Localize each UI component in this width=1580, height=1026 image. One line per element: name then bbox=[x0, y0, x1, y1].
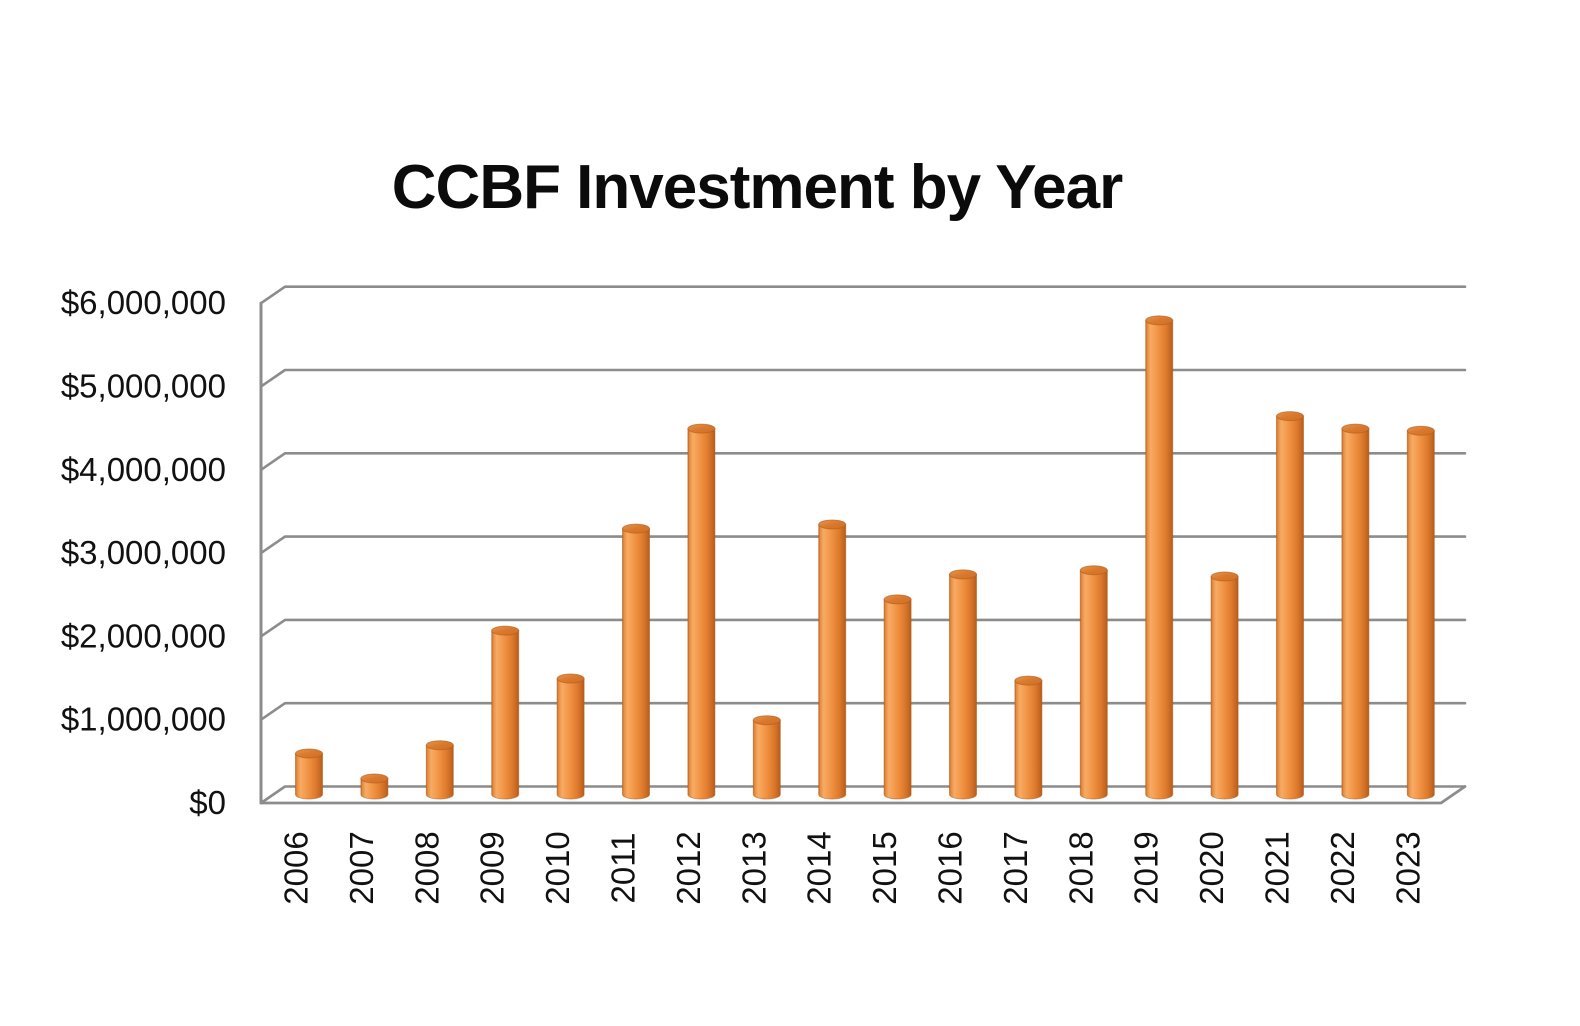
bar-top-face bbox=[425, 740, 454, 751]
bar-top-face bbox=[1079, 565, 1108, 576]
x-tick-label-2014: 2014 bbox=[801, 831, 838, 904]
bar-body bbox=[687, 428, 716, 800]
floor-front-edge bbox=[259, 785, 1467, 805]
bar-2021 bbox=[1276, 411, 1304, 800]
bar-2013 bbox=[752, 715, 781, 800]
bar-top-face bbox=[491, 625, 520, 636]
gridline-2 bbox=[259, 618, 1467, 638]
bar-body bbox=[818, 523, 847, 800]
bar-top-face bbox=[1406, 425, 1435, 436]
x-tick-label-2007: 2007 bbox=[343, 831, 380, 904]
x-tick-label-2006: 2006 bbox=[278, 831, 315, 904]
x-axis-labels: 2006 2007 2008 2009 2010 2011 2012 2013 2014 2015… bbox=[278, 831, 1427, 904]
axis-frame bbox=[259, 301, 1467, 805]
bar-top-face bbox=[1145, 315, 1174, 326]
bars bbox=[295, 315, 1435, 800]
bar-top-face bbox=[360, 773, 389, 784]
bar-top-face bbox=[949, 569, 977, 580]
y-tick-label-6: $6,000,000 bbox=[61, 284, 226, 321]
x-tick-label-2009: 2009 bbox=[474, 831, 511, 904]
gridline-5 bbox=[259, 368, 1467, 388]
bar-2007 bbox=[360, 773, 389, 800]
bar-body bbox=[1210, 576, 1239, 800]
bar-2022 bbox=[1341, 423, 1370, 800]
bar-body bbox=[1406, 430, 1435, 800]
gridline-3 bbox=[259, 535, 1467, 555]
bar-2018 bbox=[1079, 565, 1108, 800]
x-tick-label-2013: 2013 bbox=[735, 831, 772, 904]
x-tick-label-2008: 2008 bbox=[408, 831, 445, 904]
bar-body bbox=[425, 744, 454, 800]
bar-2014 bbox=[818, 519, 847, 800]
bar-2006 bbox=[295, 748, 323, 800]
bar-2011 bbox=[622, 523, 650, 800]
bar-body bbox=[491, 630, 520, 800]
bar-body bbox=[360, 778, 389, 800]
y-tick-label-2: $2,000,000 bbox=[61, 617, 226, 654]
bar-2019 bbox=[1145, 315, 1174, 800]
gridlines bbox=[259, 285, 1467, 805]
bar-2009 bbox=[491, 625, 520, 800]
bar-top-face bbox=[1341, 423, 1370, 434]
bar-body bbox=[1341, 428, 1370, 800]
bar-top-face bbox=[687, 423, 716, 434]
gridline-1 bbox=[259, 701, 1467, 721]
x-tick-label-2017: 2017 bbox=[997, 831, 1034, 904]
y-tick-label-5: $5,000,000 bbox=[61, 368, 226, 405]
bar-top-face bbox=[1276, 411, 1304, 422]
bar-body bbox=[883, 598, 912, 800]
bar-top-face bbox=[1014, 675, 1043, 686]
bar-top-face bbox=[556, 673, 585, 684]
bar-body bbox=[1145, 319, 1174, 800]
x-tick-label-2020: 2020 bbox=[1193, 831, 1230, 904]
bar-body bbox=[1079, 569, 1108, 800]
y-tick-label-3: $3,000,000 bbox=[61, 534, 226, 571]
y-tick-label-0: $0 bbox=[189, 784, 226, 821]
bar-2015 bbox=[883, 594, 912, 800]
bar-body bbox=[556, 678, 585, 800]
x-tick-label-2018: 2018 bbox=[1062, 831, 1099, 904]
bar-2017 bbox=[1014, 675, 1043, 800]
x-tick-label-2022: 2022 bbox=[1324, 831, 1361, 904]
x-tick-label-2015: 2015 bbox=[866, 831, 903, 904]
chart-title: CCBF Investment by Year bbox=[392, 153, 1123, 222]
bar-2023 bbox=[1406, 425, 1435, 800]
bar-top-face bbox=[1210, 571, 1239, 582]
x-tick-label-2011: 2011 bbox=[605, 833, 642, 904]
bar-2008 bbox=[425, 740, 454, 800]
bar-body bbox=[622, 528, 650, 800]
bar-top-face bbox=[295, 748, 323, 759]
bar-2016 bbox=[949, 569, 977, 800]
x-tick-label-2010: 2010 bbox=[539, 831, 576, 904]
y-tick-label-4: $4,000,000 bbox=[61, 451, 226, 488]
x-tick-label-2016: 2016 bbox=[932, 831, 969, 904]
x-tick-label-2012: 2012 bbox=[670, 831, 707, 904]
bar-2012 bbox=[687, 423, 716, 800]
bar-top-face bbox=[883, 594, 912, 605]
bar-top-face bbox=[752, 715, 781, 726]
gridline-6 bbox=[259, 285, 1467, 305]
bar-body bbox=[1014, 680, 1043, 800]
y-axis-labels: $0 $1,000,000 $2,000,000 $3,000,000 $4,000,0… bbox=[61, 284, 226, 821]
bar-body bbox=[752, 719, 781, 800]
x-tick-label-2019: 2019 bbox=[1128, 831, 1165, 904]
x-tick-label-2023: 2023 bbox=[1389, 831, 1426, 904]
bar-body bbox=[295, 753, 323, 800]
y-tick-label-1: $1,000,000 bbox=[61, 701, 226, 738]
bar-top-face bbox=[818, 519, 847, 530]
bar-top-face bbox=[622, 523, 650, 534]
bar-body bbox=[1276, 415, 1304, 800]
bar-body bbox=[949, 573, 977, 800]
gridline-4 bbox=[259, 452, 1467, 472]
bar-2010 bbox=[556, 673, 585, 800]
x-tick-label-2021: 2021 bbox=[1259, 831, 1296, 904]
gridline-0 bbox=[259, 785, 1467, 805]
bar-2020 bbox=[1210, 571, 1239, 800]
